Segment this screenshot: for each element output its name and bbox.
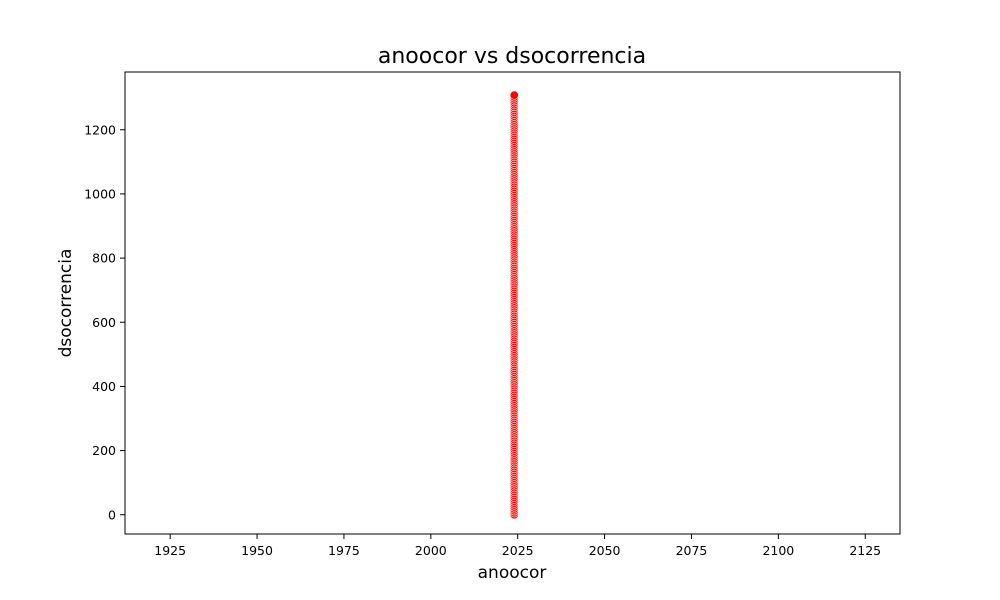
chart-title: anoocor vs dsocorrencia [378, 44, 646, 69]
y-axis-label: dsocorrencia [56, 249, 76, 358]
x-tick-label: 2000 [415, 543, 447, 558]
y-tick-label: 200 [92, 443, 116, 458]
x-axis-ticks: 1925 1950 1975 2000 2025 2050 2075 2100 2125 [154, 534, 881, 558]
data-points [509, 90, 519, 520]
y-tick-label: 400 [92, 379, 116, 394]
x-tick-label: 1925 [154, 543, 186, 558]
x-axis-label: anoocor [478, 563, 547, 583]
x-tick-label: 1975 [328, 543, 360, 558]
x-tick-label: 2025 [502, 543, 534, 558]
y-tick-label: 1200 [84, 122, 116, 137]
x-tick-label: 1950 [241, 543, 273, 558]
y-tick-label: 0 [108, 507, 116, 522]
x-tick-label: 2100 [762, 543, 794, 558]
x-tick-label: 2075 [676, 543, 708, 558]
data-point [509, 90, 519, 100]
y-axis-ticks: 0 200 400 600 800 1000 1200 [84, 122, 125, 522]
y-tick-label: 600 [92, 315, 116, 330]
plot-area-frame [124, 71, 901, 535]
x-tick-label: 2050 [589, 543, 621, 558]
y-tick-label: 1000 [84, 186, 116, 201]
y-tick-label: 800 [92, 251, 116, 266]
x-tick-label: 2125 [849, 543, 881, 558]
